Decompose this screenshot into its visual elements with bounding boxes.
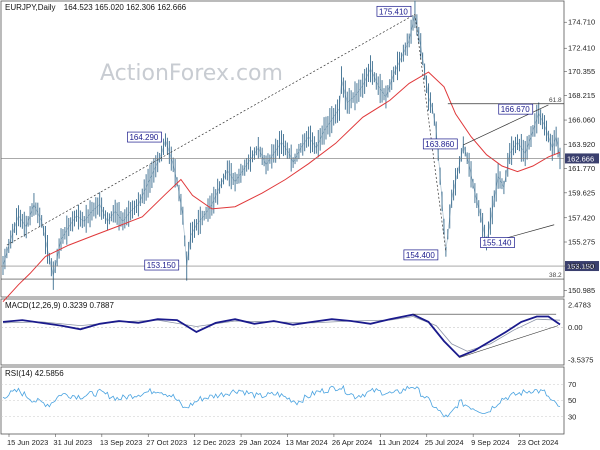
level-price-text: 153.150 <box>567 262 594 271</box>
level-price-text: 162.666 <box>567 154 594 163</box>
price-tick-label: 172.410 <box>568 44 595 53</box>
level-price-tag <box>565 261 599 272</box>
x-tick-label: 27 Oct 2023 <box>146 438 187 447</box>
x-tick-label: 23 Oct 2024 <box>518 438 559 447</box>
price-tick-label: 174.710 <box>568 18 595 27</box>
chart-header: EURJPY,Daily 164.523 165.020 162.306 162… <box>5 3 187 12</box>
fib-61-8-label: 61.8 <box>549 97 562 104</box>
moving-average-line <box>2 71 561 303</box>
rsi-header: RSI(14) 42.5856 <box>5 369 64 378</box>
price-annotation-box <box>376 5 412 17</box>
rsi-line <box>2 384 561 418</box>
fib-38-2-label: 38.2 <box>549 272 562 279</box>
price-tick-label: 170.355 <box>568 67 595 76</box>
price-annotation-box <box>144 259 180 271</box>
price-tick-label: 159.625 <box>568 188 595 197</box>
symbol-title: EURJPY,Daily <box>5 3 56 12</box>
price-tick-label: 161.770 <box>568 164 595 173</box>
price-annotation-label: 163.860 <box>425 140 454 149</box>
x-tick-label: 15 Jun 2023 <box>7 438 48 447</box>
rsi-tick-label: 50 <box>568 396 576 405</box>
channel-upper-line <box>463 104 549 146</box>
rsi-tick-label: 70 <box>568 380 576 389</box>
macd-header: MACD(12,26,9) 0.3239 0.7887 <box>5 301 115 310</box>
price-annotation-label: 155.140 <box>483 239 512 248</box>
price-tick-label: 153.150 <box>568 262 595 271</box>
x-tick-label: 31 Jul 2023 <box>53 438 92 447</box>
x-tick-label: 25 Jul 2024 <box>425 438 464 447</box>
x-tick-label: 29 Jan 2024 <box>239 438 280 447</box>
level-price-tag <box>565 153 599 164</box>
price-annotation-label: 154.400 <box>406 251 435 260</box>
price-tick-label: 168.215 <box>568 91 595 100</box>
price-annotation-label: 153.150 <box>147 261 176 270</box>
price-annotation-label: 166.670 <box>501 105 530 114</box>
macd-line <box>2 313 561 358</box>
price-tick-label: 163.920 <box>568 140 595 149</box>
macd-trendline-bottom <box>459 325 559 358</box>
price-annotation-box <box>403 249 439 261</box>
price-tick-label: 155.275 <box>568 238 595 247</box>
macd-tick-label: -3.5375 <box>568 355 593 364</box>
price-annotation-label: 164.290 <box>129 133 158 142</box>
price-tick-label: 150.985 <box>568 286 595 295</box>
x-tick-label: 13 Sep 2023 <box>100 438 143 447</box>
price-annotation-label: 175.410 <box>379 7 408 16</box>
x-tick-label: 9 Sep 2024 <box>471 438 509 447</box>
macd-tick-label: 0.00 <box>568 323 583 332</box>
rsi-tick-label: 30 <box>568 412 576 421</box>
price-panel <box>0 0 565 298</box>
price-tick-label: 166.060 <box>568 116 595 125</box>
watermark: ActionForex.com <box>100 61 283 86</box>
price-line <box>2 14 561 276</box>
price-annotation-box <box>498 103 534 115</box>
ohlc-readout: 164.523 165.020 162.306 162.666 <box>64 3 187 12</box>
x-tick-label: 26 Apr 2024 <box>332 438 372 447</box>
x-tick-label: 12 Dec 2023 <box>193 438 236 447</box>
price-annotation-box <box>422 138 458 150</box>
macd-tick-label: 2.4783 <box>568 300 591 309</box>
price-tick-label: 157.420 <box>568 213 595 222</box>
x-tick-label: 13 Mar 2024 <box>286 438 328 447</box>
price-annotation-box <box>480 237 515 248</box>
price-annotation-box <box>127 131 162 143</box>
x-tick-label: 11 Jun 2024 <box>378 438 419 447</box>
